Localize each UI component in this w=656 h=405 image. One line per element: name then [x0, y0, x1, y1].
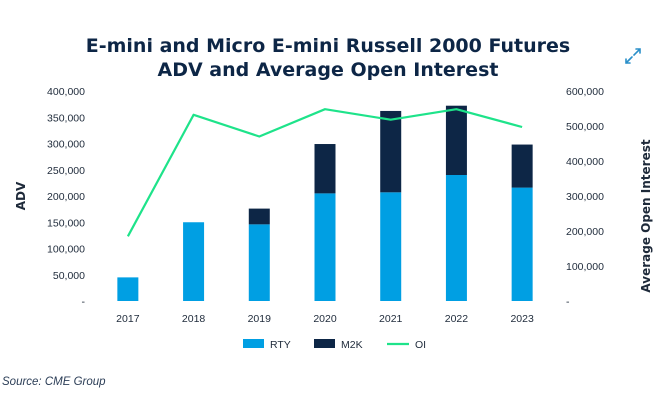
y2-tick-label: 400,000	[566, 156, 604, 168]
bar-rty	[314, 193, 336, 301]
chart-title-line-2: ADV and Average Open Interest	[157, 59, 499, 81]
bar-rty	[511, 187, 533, 301]
bar-rty	[248, 224, 270, 301]
y2-tick-label: -	[566, 296, 570, 308]
series-line-oi	[126, 108, 523, 237]
x-tick-label: 2021	[379, 313, 403, 325]
bar-m2k	[445, 105, 467, 175]
chart-title-line-1: E-mini and Micro E-mini Russell 2000 Fut…	[85, 35, 571, 57]
legend-label-m2k: M2K	[341, 339, 363, 351]
y-tick-label: 200,000	[47, 191, 85, 203]
bar-m2k	[380, 110, 402, 193]
x-tick-label: 2022	[445, 313, 469, 325]
y-tick-label: 350,000	[47, 112, 85, 124]
y2-tick-label: 200,000	[566, 226, 604, 238]
y-tick-label: -	[82, 296, 86, 308]
y2-axis-title: Average Open Interest	[639, 139, 653, 292]
x-tick-label: 2018	[182, 313, 206, 325]
y-tick-label: 300,000	[47, 139, 85, 151]
y-tick-label: 250,000	[47, 165, 85, 177]
y-tick-label: 150,000	[47, 217, 85, 229]
bar-rty	[445, 175, 467, 301]
bar-rty	[183, 222, 205, 301]
y-axis-title: ADV	[14, 181, 28, 210]
y-tick-label: 400,000	[47, 86, 85, 98]
y2-tick-label: 500,000	[566, 121, 604, 133]
legend-swatch-m2k	[314, 339, 335, 348]
legend-label-oi: OI	[415, 339, 426, 351]
y2-tick-label: 100,000	[566, 261, 604, 273]
source-note: Source: CME Group	[2, 376, 106, 388]
y2-tick-label: 600,000	[566, 86, 604, 98]
bar-rty	[380, 192, 402, 301]
x-tick-label: 2017	[116, 313, 140, 325]
y-tick-label: 100,000	[47, 244, 85, 256]
x-tick-label: 2019	[248, 313, 272, 325]
bar-m2k	[511, 144, 533, 188]
bar-rty	[117, 277, 139, 301]
y2-tick-label: 300,000	[566, 191, 604, 203]
legend-label-rty: RTY	[270, 339, 291, 351]
y-tick-label: 50,000	[53, 270, 85, 282]
x-tick-label: 2023	[510, 313, 534, 325]
bar-m2k	[314, 144, 336, 194]
legend-swatch-rty	[243, 339, 264, 348]
expand-icon[interactable]	[624, 47, 642, 65]
x-tick-label: 2020	[313, 313, 337, 325]
bar-m2k	[248, 208, 270, 225]
